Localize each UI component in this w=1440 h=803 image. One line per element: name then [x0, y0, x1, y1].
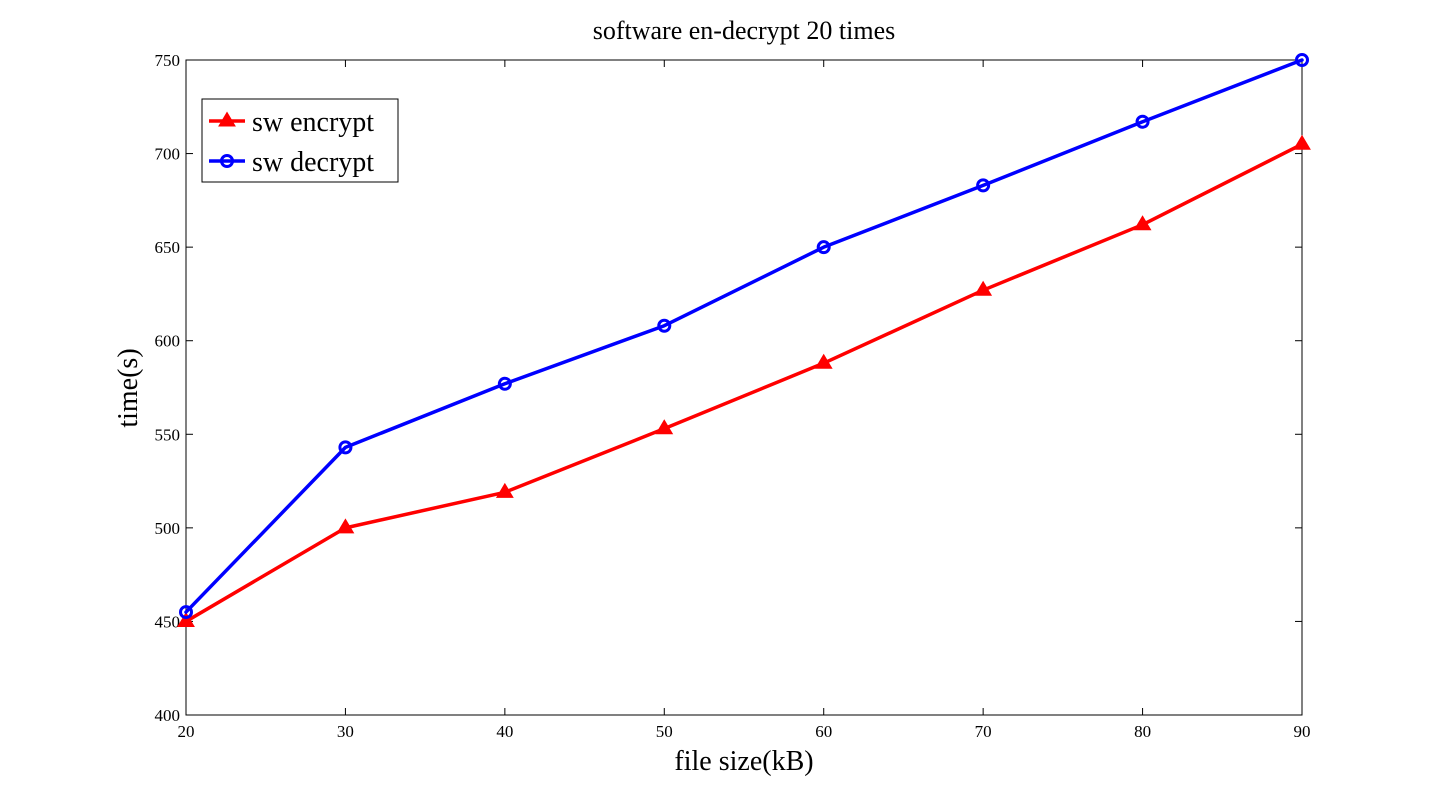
y-axis: 400 450 500 550 600 650 700 750	[155, 51, 1302, 725]
data-point	[1133, 215, 1152, 231]
x-axis-title: file size(kB)	[674, 746, 813, 777]
data-point	[495, 482, 514, 498]
x-tick-label: 80	[1134, 722, 1151, 741]
y-axis-title: time(s)	[113, 348, 144, 427]
series-decrypt	[179, 53, 1309, 620]
y-tick-label: 550	[155, 425, 181, 444]
series-line	[184, 58, 1304, 614]
data-point	[1293, 134, 1311, 150]
x-tick-label: 60	[815, 722, 832, 741]
y-tick-label: 700	[155, 145, 181, 164]
data-point	[1135, 114, 1150, 129]
data-point	[655, 419, 674, 435]
x-tick-label: 70	[975, 722, 992, 741]
y-tick-label: 750	[155, 51, 181, 70]
data-point	[814, 353, 833, 369]
data-point	[816, 240, 831, 255]
legend-swatch-marker	[220, 154, 234, 168]
series-layer	[177, 53, 1311, 627]
legend-item: sw encrypt	[209, 107, 374, 138]
y-tick-label: 500	[155, 519, 181, 538]
plot-area	[185, 59, 1303, 716]
x-tick-label: 20	[178, 722, 195, 741]
x-tick-label: 40	[496, 722, 513, 741]
data-point	[336, 518, 355, 534]
legend: sw encrypt sw decrypt	[201, 98, 399, 183]
data-point	[1295, 53, 1309, 67]
legend-item: sw decrypt	[209, 147, 374, 178]
x-axis: 20 30 40 50 60 70 80 90	[178, 60, 1311, 741]
series-encrypt	[177, 134, 1311, 627]
x-tick-label: 50	[656, 722, 673, 741]
legend-swatch-marker	[218, 111, 236, 127]
legend-label: sw encrypt	[252, 107, 374, 138]
data-point	[976, 178, 991, 193]
y-tick-label: 600	[155, 332, 181, 351]
y-tick-label: 450	[155, 612, 181, 631]
data-point	[179, 605, 193, 620]
data-point	[177, 611, 195, 627]
data-point	[974, 280, 993, 296]
data-point	[657, 318, 672, 333]
data-point	[338, 440, 353, 455]
legend-box	[201, 98, 399, 183]
series-line	[184, 142, 1304, 624]
legend-label: sw decrypt	[252, 147, 374, 178]
x-tick-label: 30	[337, 722, 354, 741]
y-tick-label: 650	[155, 238, 181, 257]
data-point	[497, 376, 512, 391]
plot-frame	[185, 59, 1303, 716]
x-tick-label: 90	[1294, 722, 1311, 741]
chart-title: software en-decrypt 20 times	[593, 16, 896, 45]
y-tick-label: 400	[155, 706, 181, 725]
